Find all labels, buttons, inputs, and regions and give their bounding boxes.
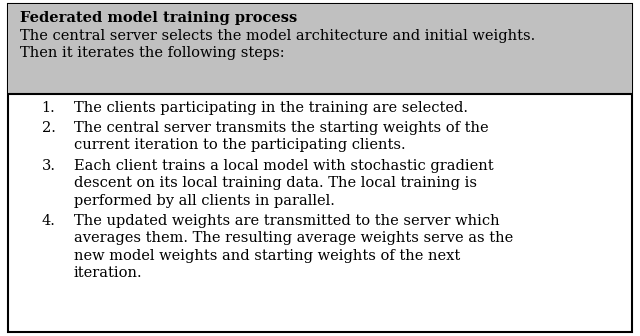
- FancyBboxPatch shape: [8, 4, 632, 94]
- Text: The clients participating in the training are selected.: The clients participating in the trainin…: [74, 101, 468, 115]
- Text: 2.: 2.: [42, 121, 56, 135]
- Text: performed by all clients in parallel.: performed by all clients in parallel.: [74, 194, 335, 208]
- Text: current iteration to the participating clients.: current iteration to the participating c…: [74, 138, 405, 153]
- Text: 4.: 4.: [42, 214, 56, 228]
- Text: averages them. The resulting average weights serve as the: averages them. The resulting average wei…: [74, 231, 513, 245]
- Text: The central server transmits the starting weights of the: The central server transmits the startin…: [74, 121, 488, 135]
- Text: The central server selects the model architecture and initial weights.: The central server selects the model arc…: [20, 29, 536, 43]
- Text: Federated model training process: Federated model training process: [20, 11, 298, 26]
- FancyBboxPatch shape: [8, 4, 632, 332]
- Text: new model weights and starting weights of the next: new model weights and starting weights o…: [74, 249, 460, 263]
- Text: iteration.: iteration.: [74, 266, 142, 280]
- Text: The updated weights are transmitted to the server which: The updated weights are transmitted to t…: [74, 214, 499, 228]
- Text: Each client trains a local model with stochastic gradient: Each client trains a local model with st…: [74, 159, 493, 173]
- Text: Then it iterates the following steps:: Then it iterates the following steps:: [20, 46, 285, 60]
- Text: 1.: 1.: [42, 101, 55, 115]
- Text: 3.: 3.: [42, 159, 56, 173]
- Text: descent on its local training data. The local training is: descent on its local training data. The …: [74, 176, 477, 190]
